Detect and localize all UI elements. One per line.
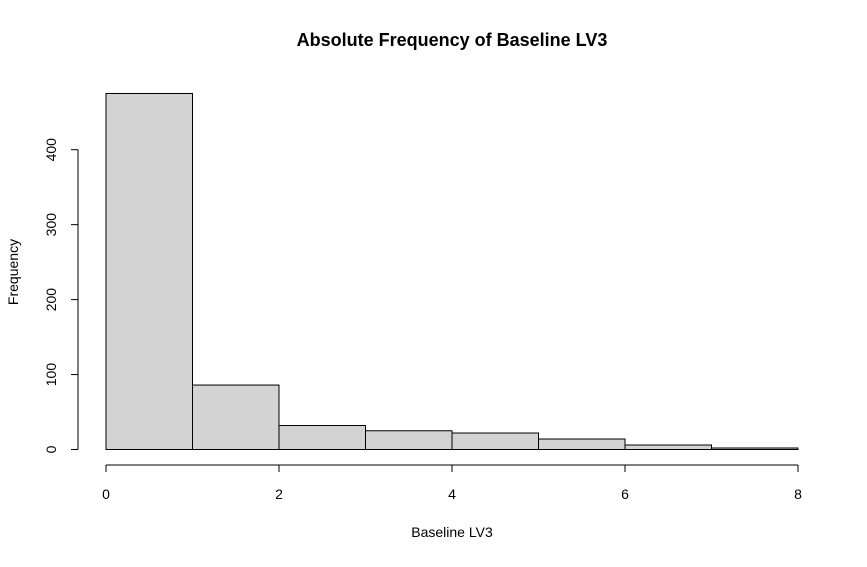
- x-tick-label: 0: [102, 486, 110, 502]
- y-tick-label: 0: [43, 445, 59, 453]
- histogram-bar-2: [278, 425, 366, 450]
- histogram-bar-0: [105, 92, 193, 451]
- histogram-bar-1: [192, 384, 280, 450]
- x-tick-label: 4: [448, 486, 456, 502]
- histogram-bar-6: [624, 444, 712, 450]
- y-tick-label: 300: [43, 213, 59, 237]
- y-tick-label: 100: [43, 363, 59, 387]
- x-tick-label: 6: [621, 486, 629, 502]
- x-axis-label: Baseline LV3: [411, 524, 493, 540]
- y-axis-label: Frequency: [5, 239, 21, 305]
- histogram-bar-3: [365, 430, 453, 451]
- x-axis: 0 2 4 6 8: [102, 464, 802, 502]
- x-tick-label: 2: [275, 486, 283, 502]
- histogram-bar-4: [451, 432, 539, 450]
- histogram-bar-7: [711, 447, 799, 451]
- x-tick-label: 8: [794, 486, 802, 502]
- chart-title: Absolute Frequency of Baseline LV3: [297, 30, 608, 50]
- y-tick-label: 200: [43, 288, 59, 312]
- y-tick-label: 400: [43, 138, 59, 162]
- bars-layer: [105, 92, 799, 451]
- histogram-bar-5: [538, 438, 626, 450]
- y-axis: 0 100 200 300 400: [43, 138, 79, 453]
